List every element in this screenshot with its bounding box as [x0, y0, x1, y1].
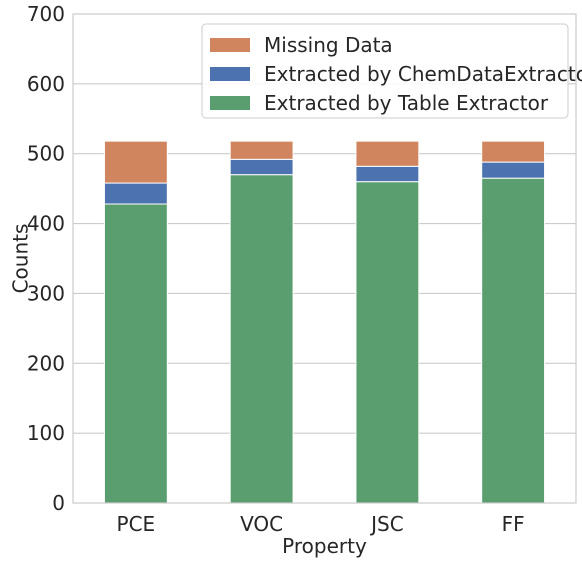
bar-segment	[355, 140, 420, 167]
bar-segment	[229, 174, 294, 504]
y-tick-label: 400	[27, 212, 65, 236]
bar-segment	[355, 181, 420, 504]
y-tick-label: 500	[27, 142, 65, 166]
legend-swatch	[210, 96, 250, 110]
legend-swatch	[210, 67, 250, 81]
y-tick-label: 100	[27, 421, 65, 445]
y-tick-label: 200	[27, 351, 65, 375]
x-tick-label: PCE	[117, 512, 156, 536]
x-axis-label: Property	[282, 534, 367, 558]
y-tick-label: 0	[52, 491, 65, 515]
legend-label: Extracted by ChemDataExtractor	[264, 62, 582, 86]
legend-box	[201, 23, 569, 119]
legend-label: Missing Data	[264, 33, 393, 57]
legend-label: Extracted by Table Extractor	[264, 91, 549, 115]
bar-segment	[355, 165, 420, 183]
bar-segment	[229, 140, 294, 160]
legend: Missing Data Extracted by ChemDataExtract…	[201, 23, 582, 119]
legend-swatch	[210, 38, 250, 52]
bar-segment	[481, 161, 546, 179]
bar-segment	[481, 177, 546, 504]
x-tick-label: FF	[502, 512, 525, 536]
x-axis-ticks: PCE VOC JSC FF	[117, 512, 525, 536]
bar-segment	[103, 182, 168, 205]
y-axis-label: Counts	[9, 224, 33, 294]
bar-segment	[229, 158, 294, 176]
plot-frame	[72, 13, 577, 504]
x-tick-label: JSC	[369, 512, 404, 536]
y-axis-ticks: 0 100 200 300 400 500 600 700	[27, 2, 65, 515]
bar-segment	[103, 140, 168, 184]
bar-segment	[103, 203, 168, 504]
bars	[103, 140, 546, 504]
bar-segment	[481, 140, 546, 163]
y-tick-label: 300	[27, 281, 65, 305]
y-tick-label: 600	[27, 72, 65, 96]
x-tick-label: VOC	[240, 512, 283, 536]
y-tick-label: 700	[27, 2, 65, 26]
